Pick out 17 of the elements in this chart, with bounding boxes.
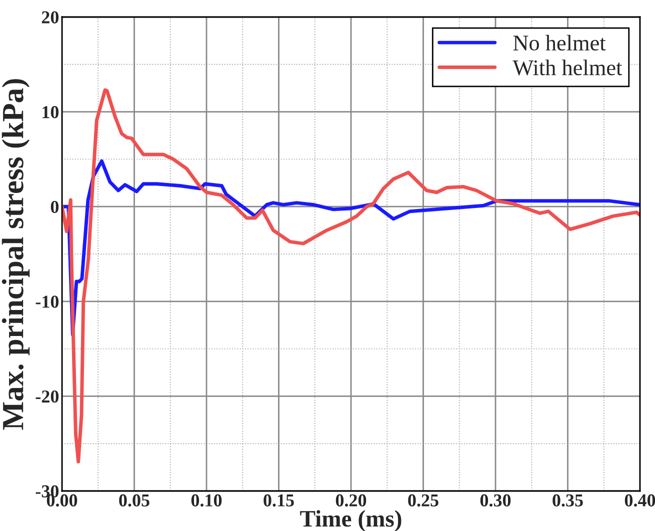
x-tick-label: 0.30 (480, 494, 511, 507)
x-tick-label: 0.35 (552, 494, 583, 507)
x-tick-label: 0.25 (408, 494, 438, 507)
y-tick-label: 20 (42, 11, 59, 24)
y-tick-label: 0 (50, 200, 59, 214)
y-tick-label: 10 (42, 106, 59, 118)
x-tick-label: 0.10 (191, 494, 222, 507)
x-tick-label: 0.40 (624, 494, 655, 507)
x-tick-label: 0.05 (119, 494, 150, 507)
legend-label: No helmet (513, 34, 606, 51)
y-tick-label: -10 (36, 296, 59, 308)
x-tick-label: 0.15 (264, 494, 294, 507)
y-tick-label: -20 (36, 390, 59, 403)
x-tick-label: 0.20 (336, 494, 366, 507)
legend-label: With helmet (512, 60, 622, 76)
line-series (62, 88, 640, 464)
y-axis-title: Max. principal stress (kPa) (2, 79, 30, 430)
